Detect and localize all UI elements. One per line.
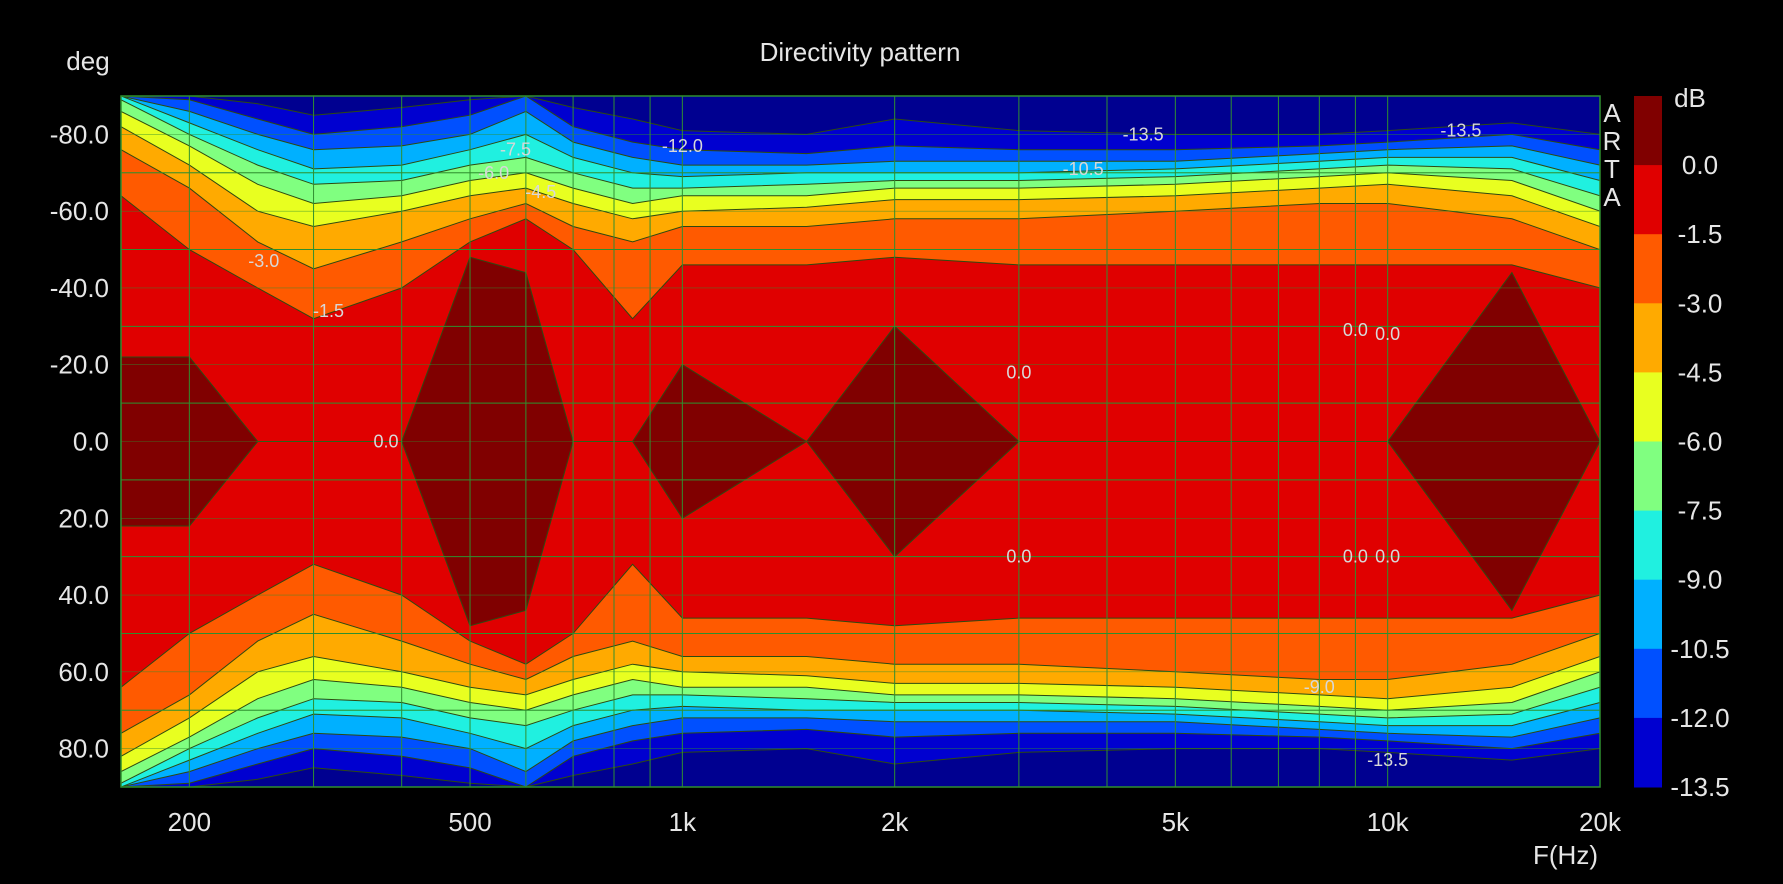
colorbar-swatch: [1634, 372, 1662, 442]
contour-label: -13.5: [1123, 124, 1164, 144]
watermark-letter: T: [1604, 154, 1620, 184]
colorbar-tick-label: -6.0: [1678, 427, 1723, 457]
x-axis-label: F(Hz): [1533, 840, 1598, 870]
x-tick-labels: 200 500 1k 2k 5k 10k 20k: [168, 807, 1622, 837]
colorbar-tick-label: 0.0: [1682, 150, 1718, 180]
contour-label: -9.0: [1304, 677, 1335, 697]
colorbar-tick-label: -13.5: [1670, 772, 1729, 802]
contour-label: 0.0: [1375, 547, 1400, 567]
y-tick-label: 60.0: [58, 657, 109, 687]
colorbar-swatch: [1634, 303, 1662, 373]
grid-lines: [120, 95, 1601, 788]
contour-label: 0.0: [1343, 547, 1368, 567]
watermark-letter: R: [1603, 126, 1622, 156]
x-tick-label: 10k: [1367, 807, 1410, 837]
y-tick-label: 0.0: [73, 427, 109, 457]
colorbar-tick-label: -10.5: [1670, 634, 1729, 664]
x-tick-label: 200: [168, 807, 211, 837]
y-tick-label: 40.0: [58, 580, 109, 610]
contour-label: -1.5: [313, 301, 344, 321]
y-tick-label: -80.0: [50, 119, 109, 149]
y-tick-label: -20.0: [50, 350, 109, 380]
contour-label: -10.5: [1063, 159, 1104, 179]
contour-label: 0.0: [1006, 362, 1031, 382]
x-tick-label: 20k: [1579, 807, 1622, 837]
contour-label: -4.5: [525, 182, 556, 202]
colorbar-swatch: [1634, 510, 1662, 581]
contour-label: -12.0: [662, 136, 703, 156]
contour-labels: -7.5 -12.0 -13.5 -13.5 -6.0 -4.5 -10.5 -3.0 -1.5…: [248, 121, 1481, 771]
x-tick-label: 2k: [881, 807, 909, 837]
plot-frame: [120, 95, 1601, 788]
watermark-letter: A: [1603, 98, 1621, 128]
contour-label: -7.5: [500, 140, 531, 160]
colorbar-tick-label: -4.5: [1678, 357, 1723, 387]
colorbar-swatch: [1634, 717, 1662, 788]
y-tick-label: -60.0: [50, 196, 109, 226]
colorbar-tick-label: -9.0: [1678, 565, 1723, 595]
y-tick-label: 20.0: [58, 503, 109, 533]
watermark-letter: A: [1603, 182, 1621, 212]
contour-label: -13.5: [1440, 121, 1481, 141]
colorbar-tick-label: -1.5: [1678, 219, 1723, 249]
contour-label: 0.0: [1343, 320, 1368, 340]
x-tick-label: 1k: [669, 807, 697, 837]
colorbar-swatch: [1634, 579, 1662, 650]
colorbar-swatch: [1634, 165, 1662, 235]
contour-label: 0.0: [1375, 324, 1400, 344]
colorbar-tick-label: -3.0: [1678, 288, 1723, 318]
y-tick-label: -40.0: [50, 273, 109, 303]
y-axis-label: deg: [66, 46, 109, 76]
y-tick-label: 80.0: [58, 734, 109, 764]
contour-label: -13.5: [1367, 750, 1408, 770]
colorbar-swatch: [1634, 648, 1662, 719]
contour-label: 0.0: [373, 432, 398, 452]
colorbar-swatch: [1634, 234, 1662, 304]
colorbar-swatch: [1634, 441, 1662, 512]
contour-label: 0.0: [1006, 547, 1031, 567]
chart-title: Directivity pattern: [760, 37, 961, 67]
colorbar: 0.0 -1.5 -3.0 -4.5 -6.0 -7.5 -9.0 -10.5 -12.0 -13…: [1634, 96, 1730, 802]
contour-label: -3.0: [248, 251, 279, 271]
x-tick-label: 500: [448, 807, 491, 837]
colorbar-swatch: [1634, 96, 1662, 166]
contour-label: -6.0: [478, 163, 509, 183]
y-tick-labels: -80.0 -60.0 -40.0 -20.0 0.0 20.0 40.0 60.0 80.0: [50, 119, 109, 763]
colorbar-label: dB: [1674, 83, 1706, 113]
colorbar-tick-label: -7.5: [1678, 496, 1723, 526]
x-tick-label: 5k: [1162, 807, 1190, 837]
colorbar-tick-label: -12.0: [1670, 703, 1729, 733]
